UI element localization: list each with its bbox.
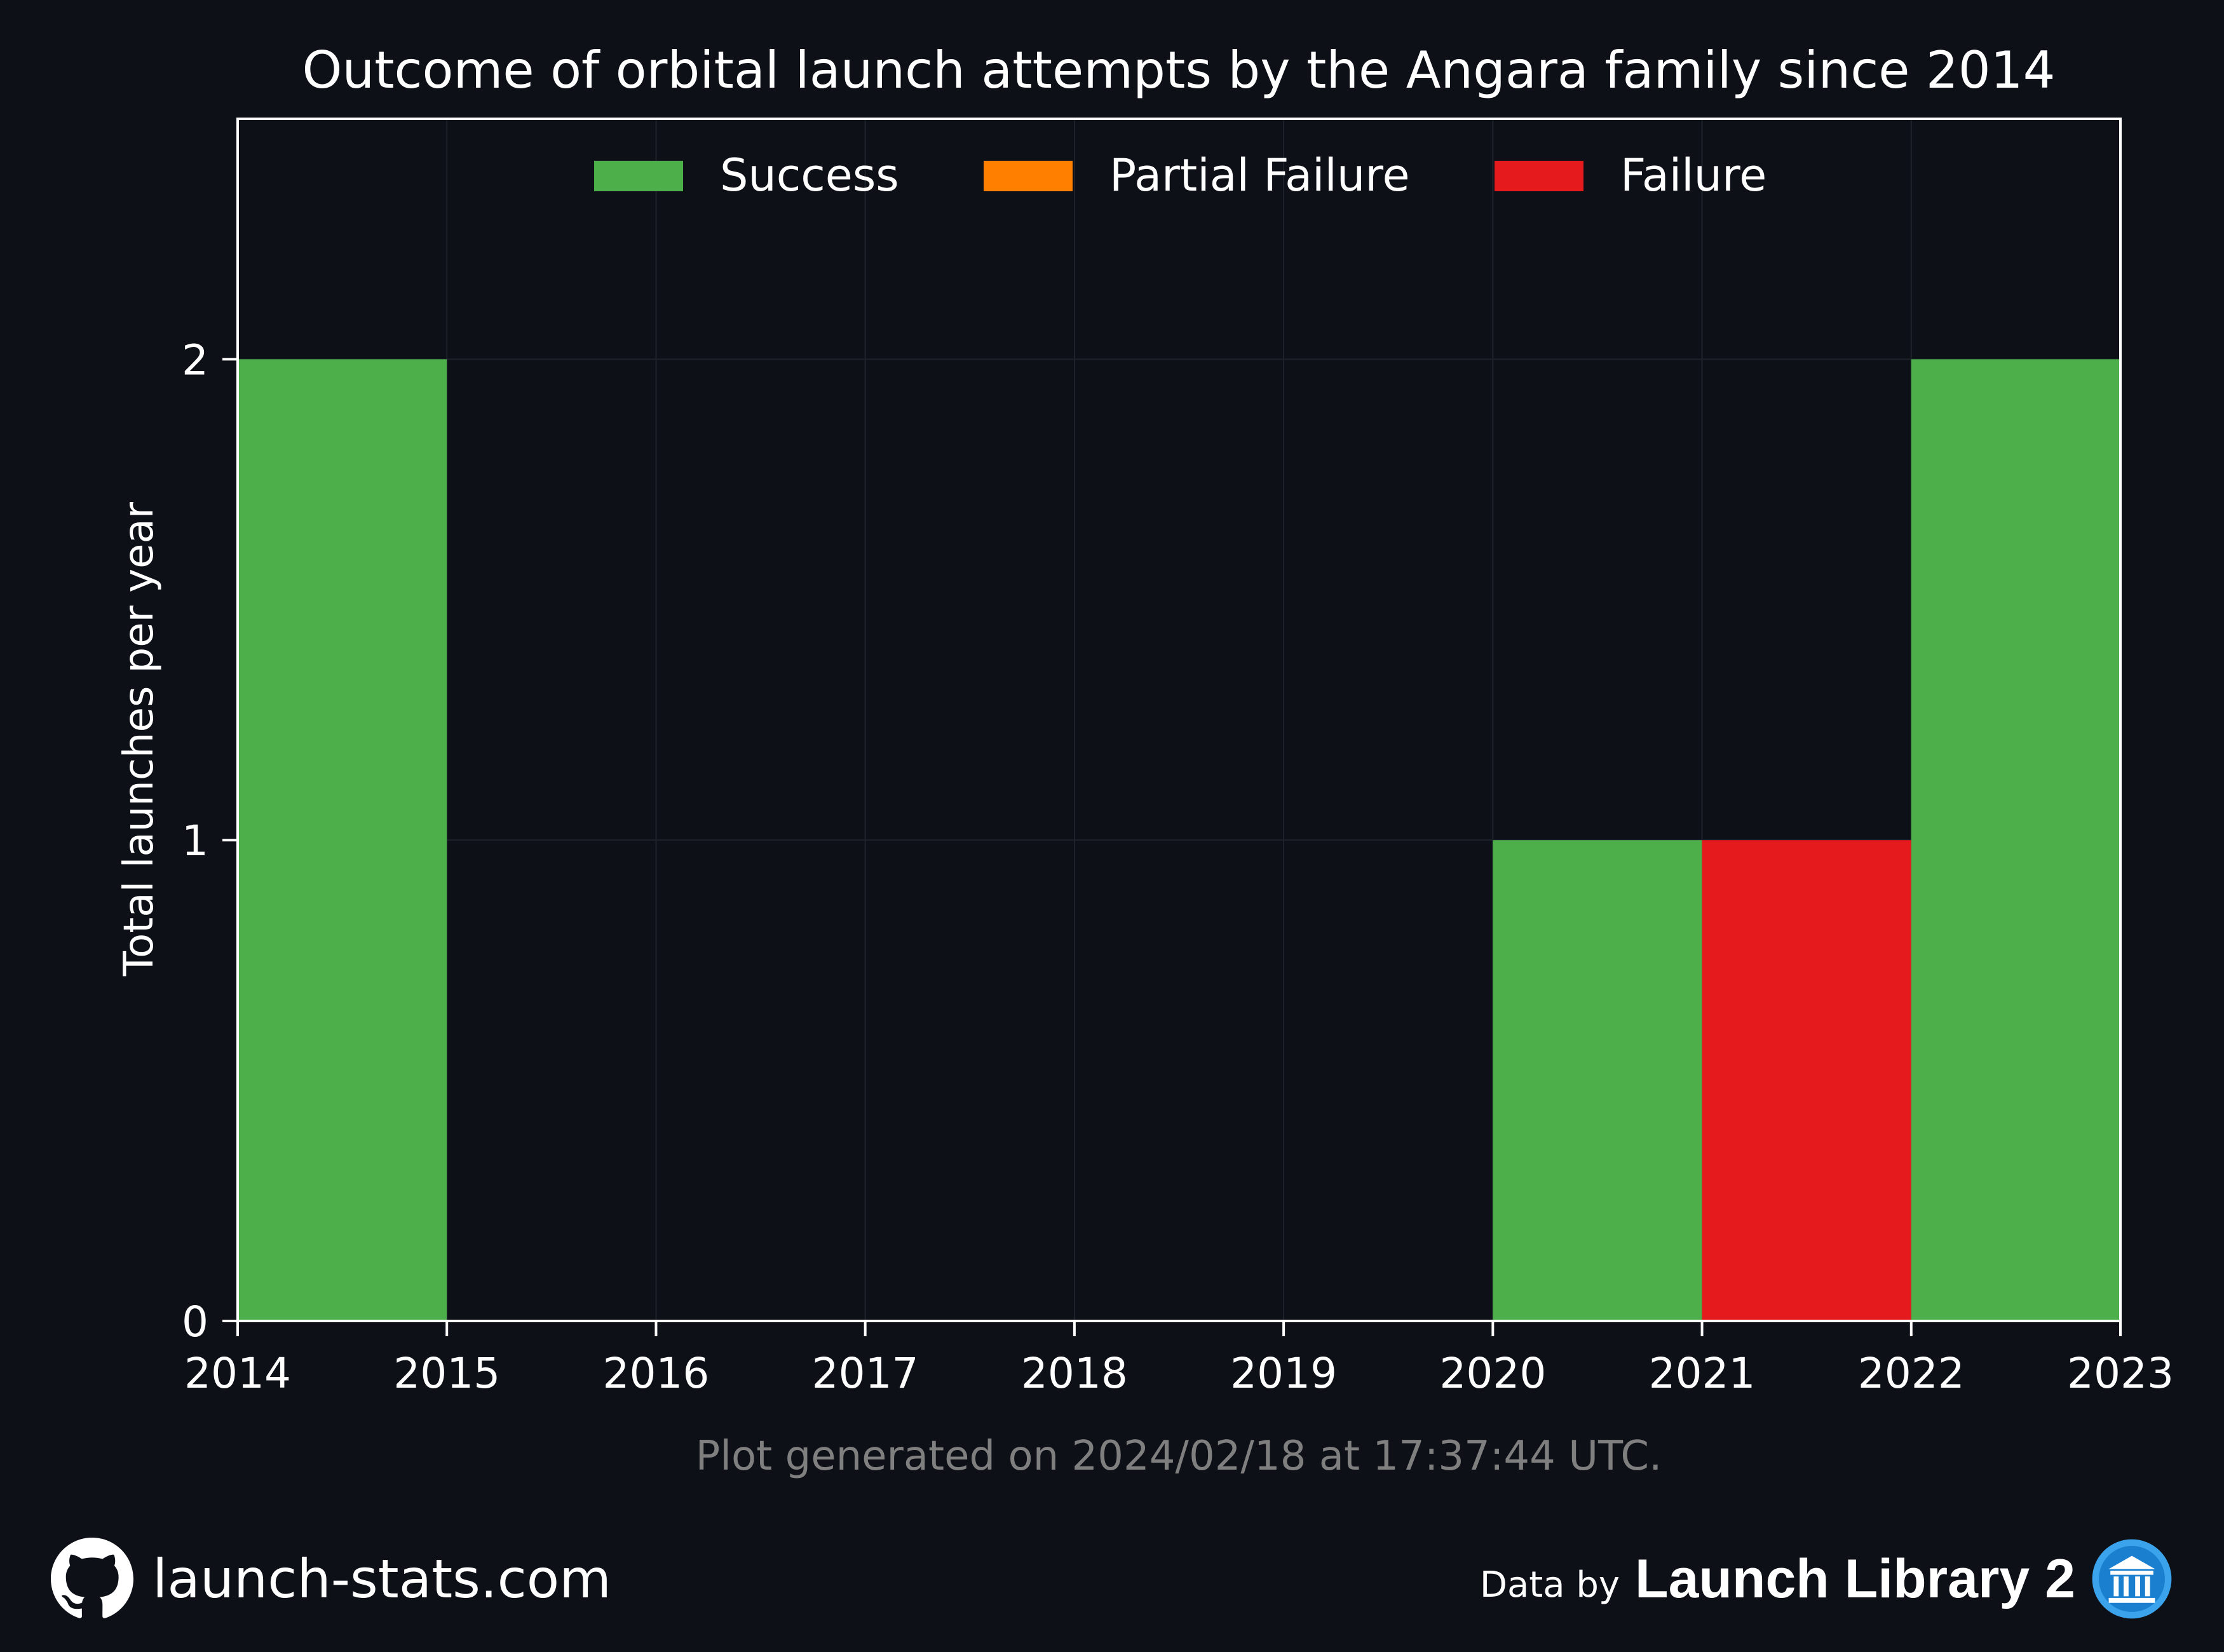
generated-note: Plot generated on 2024/02/18 at 17:37:44… (696, 1433, 1662, 1480)
legend-label-partial-failure: Partial Failure (1109, 149, 1410, 201)
chart-title: Outcome of orbital launch attempts by th… (302, 41, 2056, 100)
y-tick-label: 2 (182, 335, 208, 384)
x-tick-label: 2017 (812, 1349, 919, 1398)
plot-frame (236, 118, 2122, 1322)
x-tick-label: 2015 (393, 1349, 500, 1398)
bar-success-2014 (238, 359, 447, 1321)
site-link[interactable]: launch-stats.com (153, 1548, 611, 1610)
x-tick-label: 2022 (1858, 1349, 1965, 1398)
y-axis-label: Total launches per year (116, 501, 163, 977)
bar-failure-2021 (1702, 840, 1911, 1321)
source-name[interactable]: Launch Library 2 (1635, 1548, 2075, 1609)
legend-swatch-failure (1495, 161, 1583, 191)
y-tick-label: 0 (182, 1297, 208, 1346)
bars (238, 359, 2120, 1321)
data-by-label: Data by (1479, 1564, 1620, 1606)
x-tick-label: 2014 (184, 1349, 291, 1398)
legend-label-success: Success (720, 149, 899, 201)
y-tick-label: 1 (182, 816, 208, 865)
x-tick-label: 2018 (1021, 1349, 1128, 1398)
footer-source: Data by Launch Library 2 (1480, 1531, 2173, 1627)
axis-ticks: 2014 2015 2016 2017 2018 2019 2020 2021 2022 2023… (182, 335, 2174, 1398)
x-tick-label: 2020 (1439, 1349, 1546, 1398)
footer-site[interactable]: launch-stats.com (51, 1531, 611, 1627)
github-icon (51, 1538, 133, 1618)
bar-success-2020 (1493, 840, 1702, 1321)
x-tick-label: 2021 (1649, 1349, 1756, 1398)
bar-success-2022 (1911, 359, 2120, 1321)
legend-swatch-success (594, 161, 683, 191)
legend-label-failure: Failure (1620, 149, 1766, 201)
library-icon (2092, 1539, 2172, 1619)
x-tick-label: 2023 (2067, 1349, 2174, 1398)
x-tick-label: 2016 (602, 1349, 709, 1398)
legend: Success Partial Failure Failure (594, 149, 1766, 201)
legend-swatch-partial-failure (984, 161, 1073, 191)
x-tick-label: 2019 (1230, 1349, 1337, 1398)
